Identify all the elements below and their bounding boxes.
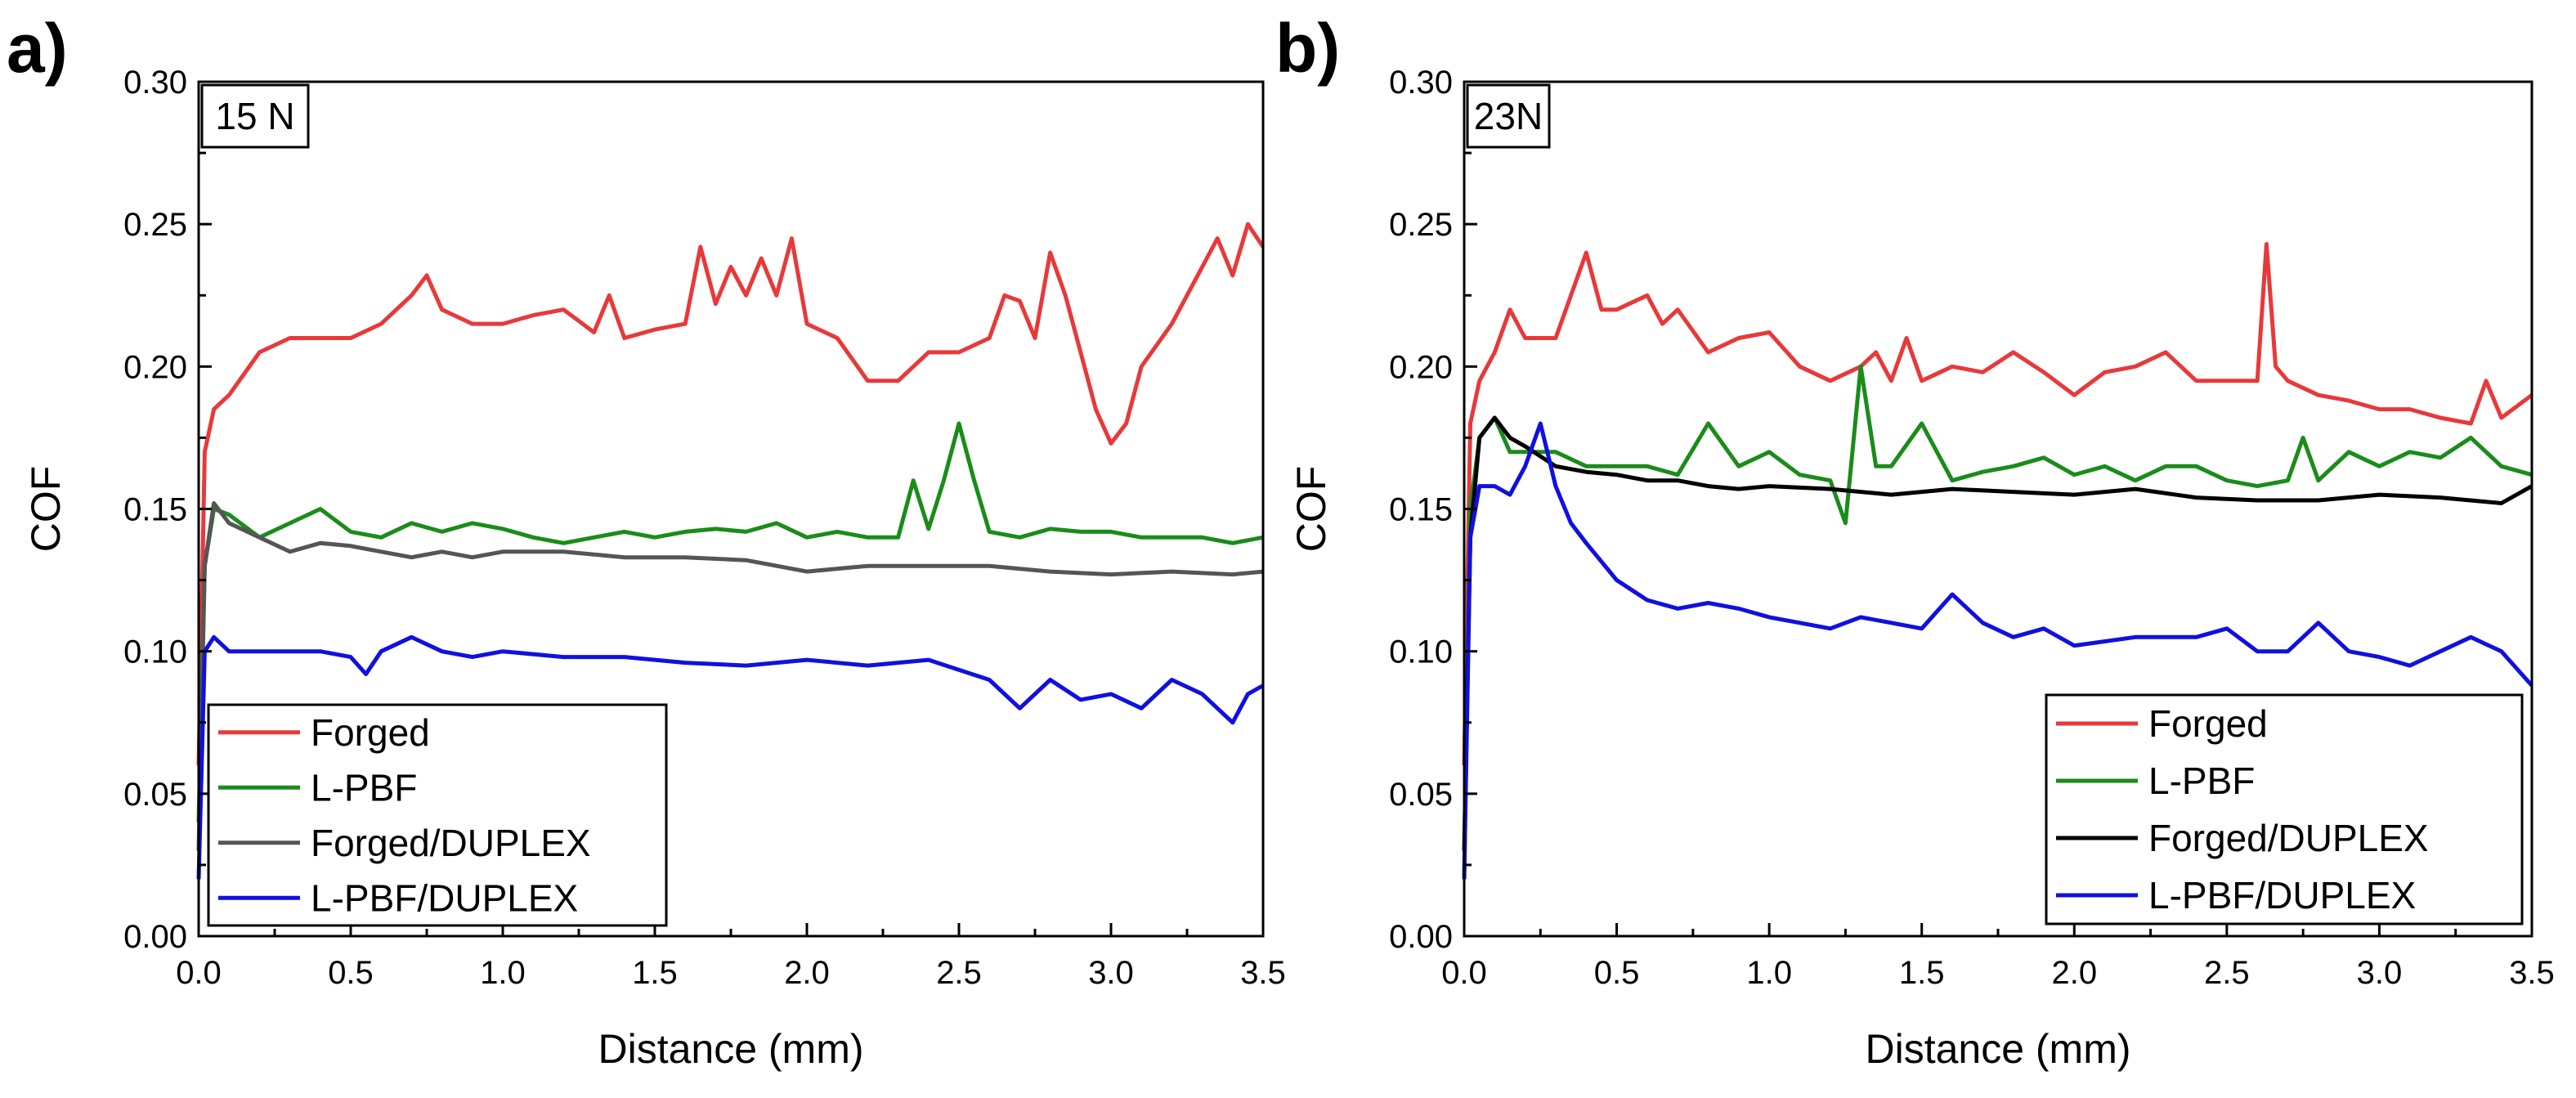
legend-entry: L-PBF/DUPLEX: [2148, 874, 2416, 916]
x-tick-label: 0.5: [328, 955, 374, 991]
series-line-forged-duplex: [1462, 415, 2533, 851]
x-axis-label: Distance (mm): [1865, 1026, 2130, 1072]
series-line-forged-duplex: [196, 501, 1264, 851]
y-tick-label: 0.00: [1389, 919, 1453, 955]
x-tick-label: 3.0: [1088, 955, 1134, 991]
chart-panel-a: 0.0 0.5 1.0 1.5 2.0 2.5 3.0 3.5 0.00 0.05 0.10 0.15…: [7, 10, 1286, 1072]
legend-box: [207, 703, 668, 927]
x-tick-label: 0.0: [1441, 955, 1487, 991]
y-tick-label: 0.25: [123, 207, 187, 243]
series-line-l-pbf: [1462, 364, 2533, 880]
legend-entry: L-PBF: [311, 766, 417, 809]
y-tick-label: 0.10: [123, 634, 187, 670]
y-tick-label: 0.15: [123, 492, 187, 528]
y-tick-label: 0.30: [123, 65, 187, 101]
x-tick-label: 0.5: [1594, 955, 1640, 991]
y-tick-label: 0.15: [1389, 492, 1453, 528]
y-tick-label: 0.30: [1389, 65, 1453, 101]
y-tick-label: 0.20: [123, 349, 187, 385]
x-tick-label: 1.5: [632, 955, 678, 991]
legend-entry: Forged/DUPLEX: [2148, 817, 2429, 859]
x-tick-label: 2.0: [784, 955, 830, 991]
series-line-l-pbf-duplex: [196, 634, 1265, 880]
legend-box: [2045, 693, 2524, 925]
x-axis-label: Distance (mm): [598, 1026, 863, 1072]
load-annotation-box: [200, 83, 310, 149]
x-tick-label: 1.0: [480, 955, 526, 991]
x-tick-label: 1.0: [1746, 955, 1792, 991]
y-tick-label: 0.25: [1389, 207, 1453, 243]
y-axis-label: COF: [1288, 466, 1334, 553]
y-axis-label: COF: [23, 466, 69, 553]
series-line-forged: [1462, 242, 2533, 766]
x-tick-label: 3.5: [2509, 955, 2555, 991]
panel-label: a): [7, 10, 68, 87]
series-line-l-pbf: [196, 421, 1264, 822]
x-tick-label: 2.5: [2204, 955, 2250, 991]
y-tick-label: 0.10: [1389, 634, 1453, 670]
load-annotation: 23N: [1474, 95, 1543, 137]
legend-entry: Forged: [2148, 702, 2268, 745]
panel-label: b): [1275, 10, 1340, 87]
legend-entry: Forged: [311, 711, 430, 754]
legend-entry: L-PBF: [2148, 760, 2255, 802]
load-annotation-box: [1466, 83, 1551, 149]
x-tick-label: 2.0: [2051, 955, 2097, 991]
y-tick-label: 0.00: [123, 919, 187, 955]
load-annotation: 15 N: [215, 95, 294, 137]
series-line-forged: [196, 222, 1266, 766]
x-tick-label: 2.5: [936, 955, 982, 991]
chart-panel-b: 0.0 0.5 1.0 1.5 2.0 2.5 3.0 3.5 0.00 0.05 0.10 0.15…: [1275, 10, 2555, 1072]
x-tick-label: 0.0: [176, 955, 222, 991]
y-tick-label: 0.05: [1389, 777, 1453, 813]
legend-entry: L-PBF/DUPLEX: [311, 876, 578, 919]
x-tick-label: 3.0: [2357, 955, 2403, 991]
y-tick-label: 0.20: [1389, 349, 1453, 385]
x-tick-label: 1.5: [1899, 955, 1945, 991]
x-tick-label: 3.5: [1240, 955, 1286, 991]
series-line-l-pbf-duplex: [1462, 421, 2533, 880]
legend-entry: Forged/DUPLEX: [311, 822, 591, 864]
y-tick-label: 0.05: [123, 777, 187, 813]
